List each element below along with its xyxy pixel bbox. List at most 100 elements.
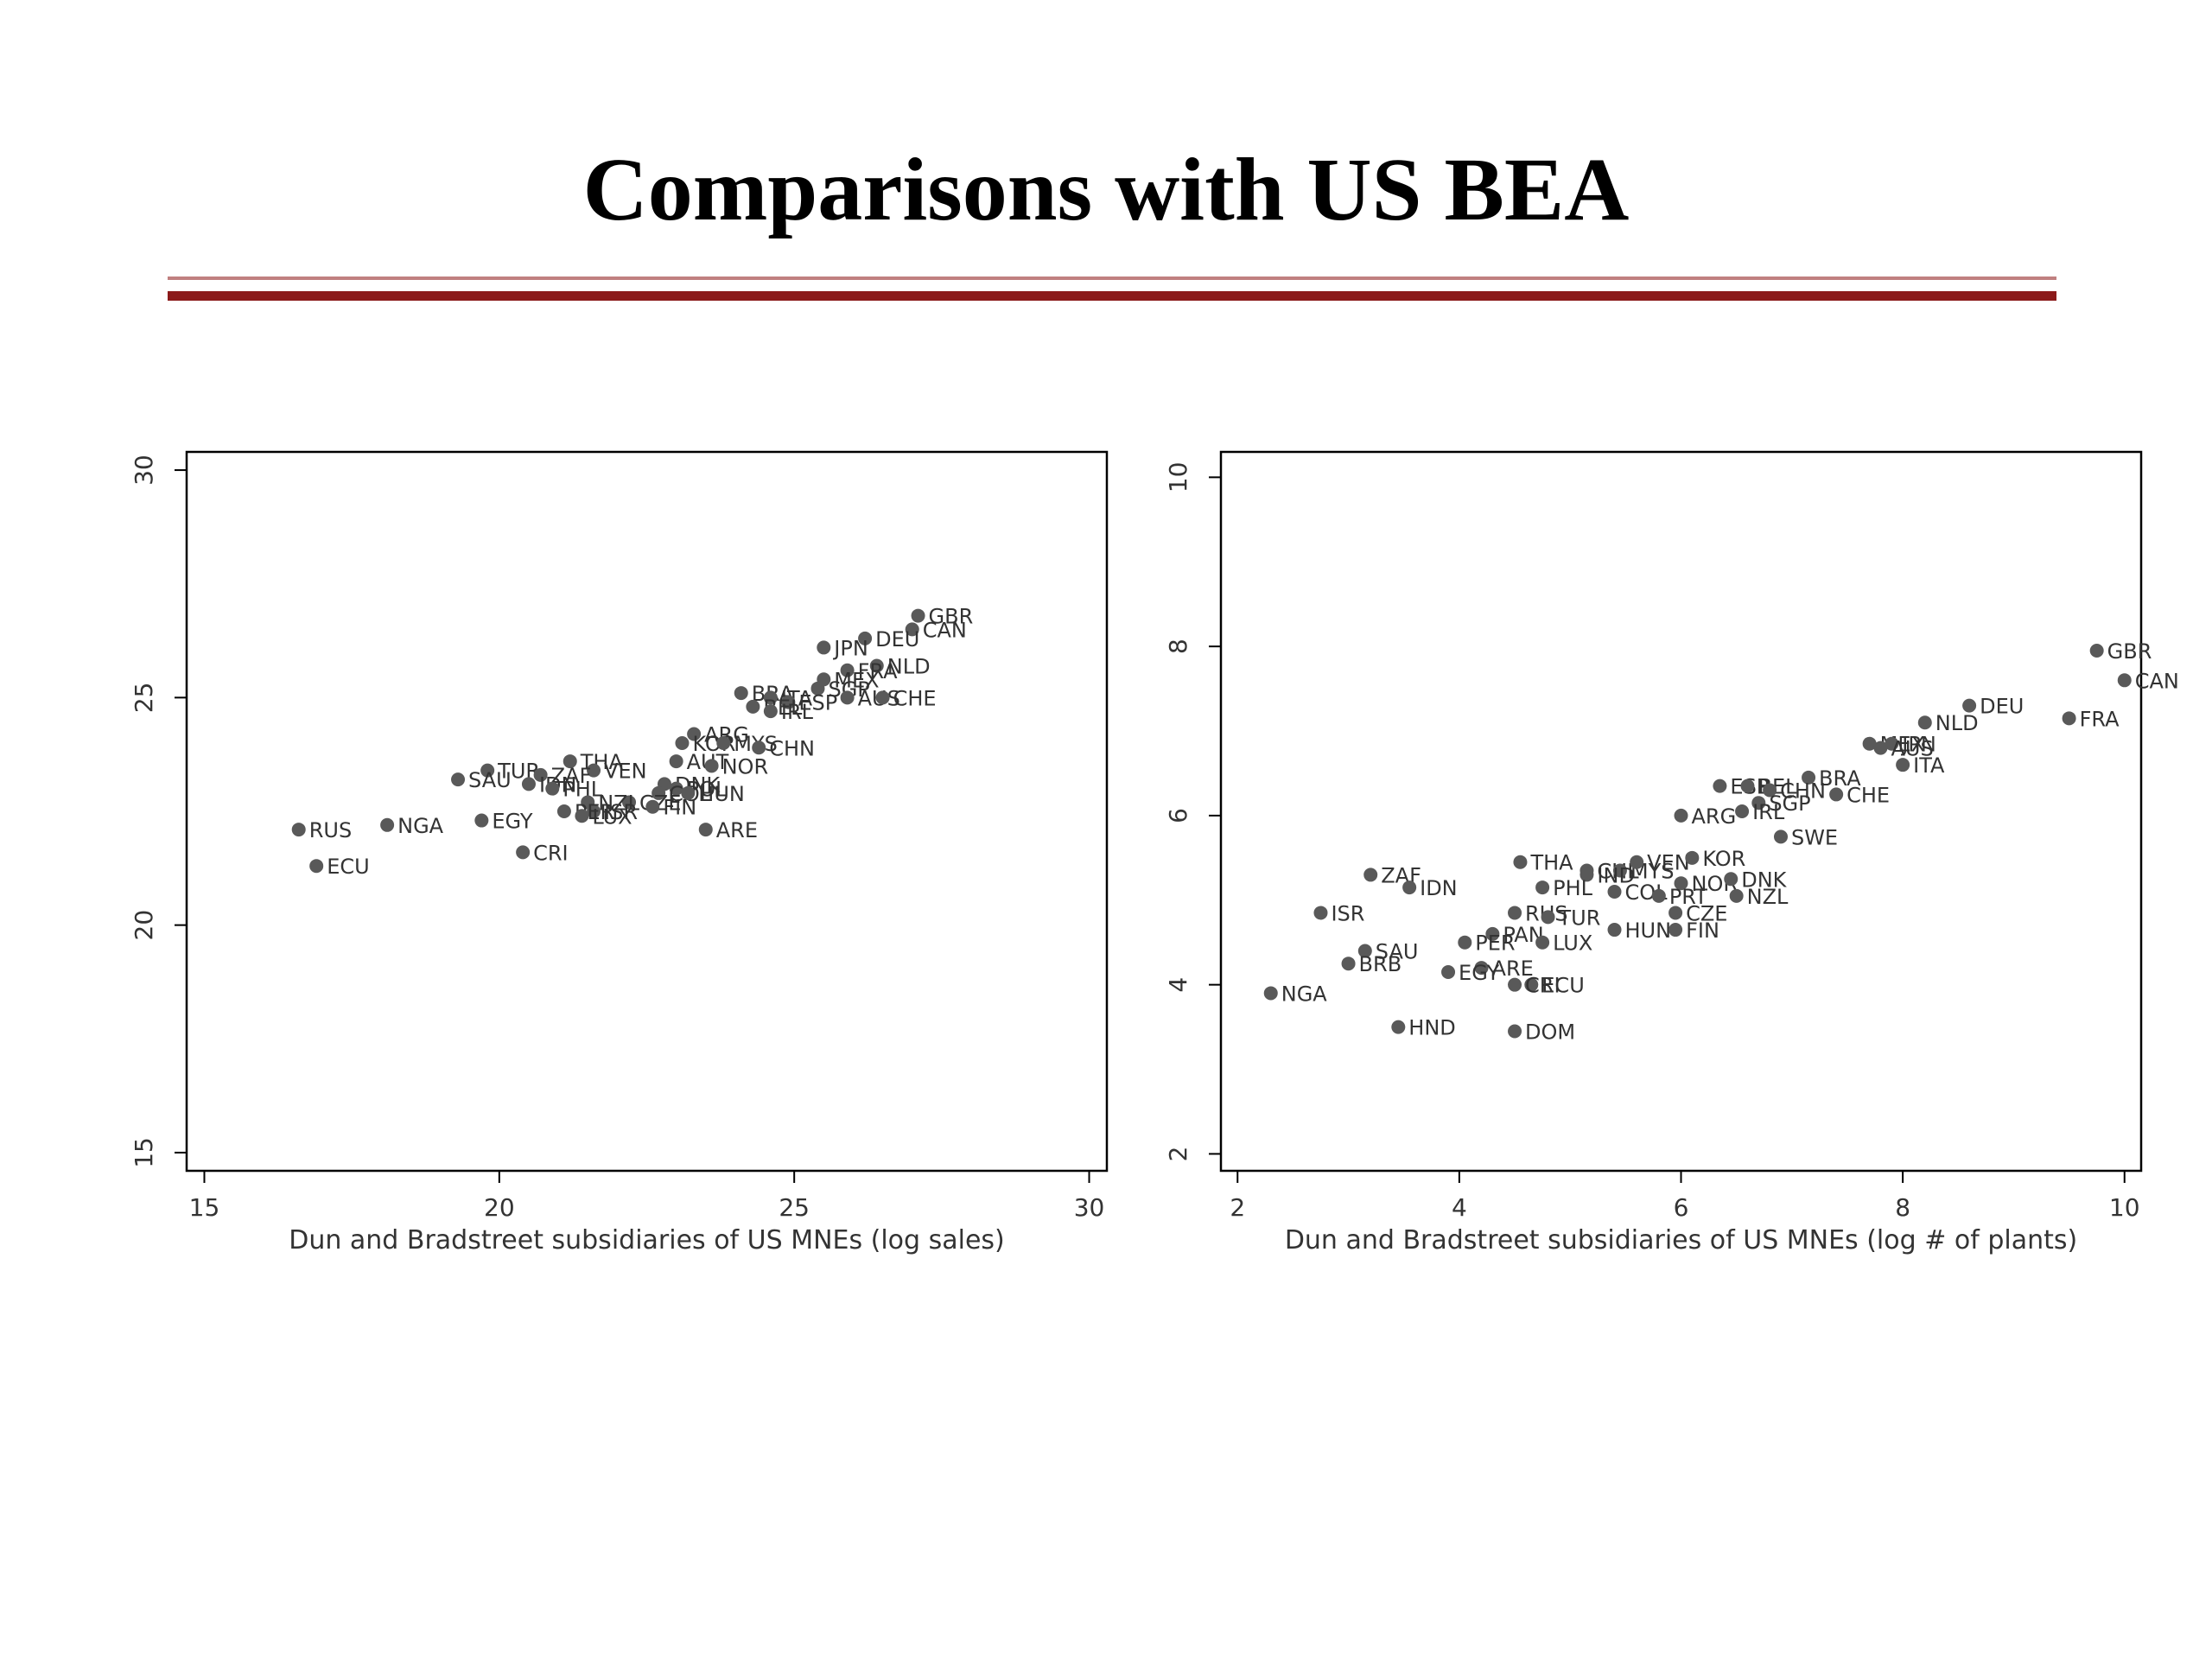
point-label-hnd: HND <box>1408 1016 1455 1040</box>
data-point-esp <box>1713 779 1727 793</box>
point-label-tur: TUR <box>1558 906 1601 930</box>
data-point-nga <box>1263 986 1278 1001</box>
point-label-per: PER <box>1475 931 1515 956</box>
y-tick-label: 8 <box>1164 639 1192 654</box>
point-label-chn: CHN <box>1780 779 1826 804</box>
point-label-isr: ISR <box>604 800 638 824</box>
point-label-kor: KOR <box>1702 847 1745 871</box>
point-label-cri: CRI <box>533 841 569 865</box>
x-axis-title: Dun and Bradstreet subsidiaries of US MN… <box>289 1225 1005 1255</box>
data-point-col <box>652 785 666 800</box>
data-point-nor <box>1674 876 1688 891</box>
data-point-esp <box>781 695 796 709</box>
point-label-ind: IND <box>1597 863 1635 887</box>
data-point-fra <box>840 663 855 677</box>
point-label-nga: NGA <box>397 814 444 838</box>
data-point-brb <box>1341 957 1356 971</box>
data-point-prt <box>1651 888 1666 903</box>
data-point-sgp <box>1751 796 1766 810</box>
point-label-che: CHE <box>1847 783 1890 807</box>
point-label-tha: THA <box>1529 851 1573 875</box>
point-label-aus: AUS <box>1891 737 1933 761</box>
x-tick-label: 10 <box>2109 1193 2140 1222</box>
x-tick-label: 30 <box>1074 1193 1105 1222</box>
point-label-nld: NLD <box>887 654 931 678</box>
data-point-bra <box>1802 770 1816 785</box>
point-label-egy: EGY <box>1459 961 1500 985</box>
point-label-ven: VEN <box>1647 851 1690 875</box>
data-point-nor <box>704 759 719 773</box>
point-label-che: CHE <box>893 686 937 710</box>
data-point-mys <box>716 736 731 751</box>
data-point-idn <box>1402 880 1417 895</box>
data-point-pol <box>669 781 683 796</box>
data-point-pan <box>1485 926 1500 941</box>
data-point-idn <box>521 777 536 791</box>
data-point-che <box>1829 787 1844 802</box>
data-point-tha <box>1513 855 1528 869</box>
point-label-dom: DOM <box>1525 1020 1575 1044</box>
point-label-gbr: GBR <box>929 605 974 629</box>
data-point-sau <box>451 772 466 787</box>
point-label-bra: BRA <box>1819 766 1861 791</box>
point-label-jpn: JPN <box>1900 733 1936 757</box>
data-point-ecu <box>1524 977 1539 992</box>
point-label-nld: NLD <box>1936 711 1979 735</box>
data-point-lux <box>1535 935 1550 950</box>
data-point-sgp <box>810 681 825 696</box>
point-label-phl: PHL <box>1553 876 1593 900</box>
point-label-can: CAN <box>923 618 967 642</box>
data-point-chn <box>1763 783 1777 798</box>
point-label-esp: ESP <box>798 691 837 715</box>
point-label-hun: HUN <box>698 782 745 806</box>
point-label-mex: MEX <box>834 668 879 692</box>
point-label-deu: DEU <box>1980 695 2024 719</box>
y-tick-label: 2 <box>1164 1147 1192 1162</box>
data-point-ind <box>1580 868 1594 882</box>
point-label-fra: FRA <box>2080 707 2120 731</box>
point-label-fin: FIN <box>663 796 696 820</box>
data-point-fra <box>2062 711 2076 726</box>
y-tick-label: 25 <box>130 683 158 714</box>
point-label-chn: CHN <box>769 736 815 760</box>
point-label-irl: IRL <box>781 700 814 724</box>
point-label-sau: SAU <box>468 768 512 792</box>
point-label-rus: RUS <box>309 818 352 842</box>
data-point-can <box>2117 673 2132 688</box>
data-point-chn <box>752 741 766 755</box>
data-point-nld <box>869 658 884 673</box>
data-point-are <box>1474 961 1489 976</box>
data-point-aut <box>669 754 683 769</box>
data-point-are <box>698 823 713 837</box>
title-divider-thin <box>168 276 2056 280</box>
data-point-che <box>875 690 890 705</box>
data-point-fin <box>645 799 660 814</box>
point-label-sau: SAU <box>1376 940 1419 964</box>
data-point-jpn <box>817 640 831 655</box>
point-label-cri: CRI <box>1525 974 1560 998</box>
point-label-fra: FRA <box>858 659 899 683</box>
data-point-cri <box>516 845 531 860</box>
x-axis-title: Dun and Bradstreet subsidiaries of US MN… <box>1285 1225 2077 1255</box>
plot-frame <box>185 450 1109 1173</box>
data-point-bel <box>1740 779 1755 793</box>
data-point-tur <box>1541 910 1555 925</box>
point-label-cze: CZE <box>1686 901 1727 925</box>
data-point-rus <box>291 823 306 837</box>
data-point-ecu <box>309 859 324 874</box>
x-tick-label: 4 <box>1452 1193 1467 1222</box>
point-label-isr: ISR <box>1331 901 1364 925</box>
data-point-dnk <box>1724 872 1738 887</box>
slide-title: Comparisons with US BEA <box>582 140 1630 239</box>
point-label-nzl: NZL <box>1747 885 1789 909</box>
data-point-tha <box>563 754 577 769</box>
data-point-per <box>1458 935 1472 950</box>
y-tick-label: 20 <box>130 910 158 941</box>
point-label-nor: NOR <box>722 754 769 779</box>
data-point-hun <box>1607 923 1622 938</box>
data-point-arg <box>1674 808 1688 823</box>
data-point-ven <box>587 763 601 778</box>
data-point-gbr <box>2089 644 2104 658</box>
data-point-hnd <box>1391 1020 1406 1034</box>
